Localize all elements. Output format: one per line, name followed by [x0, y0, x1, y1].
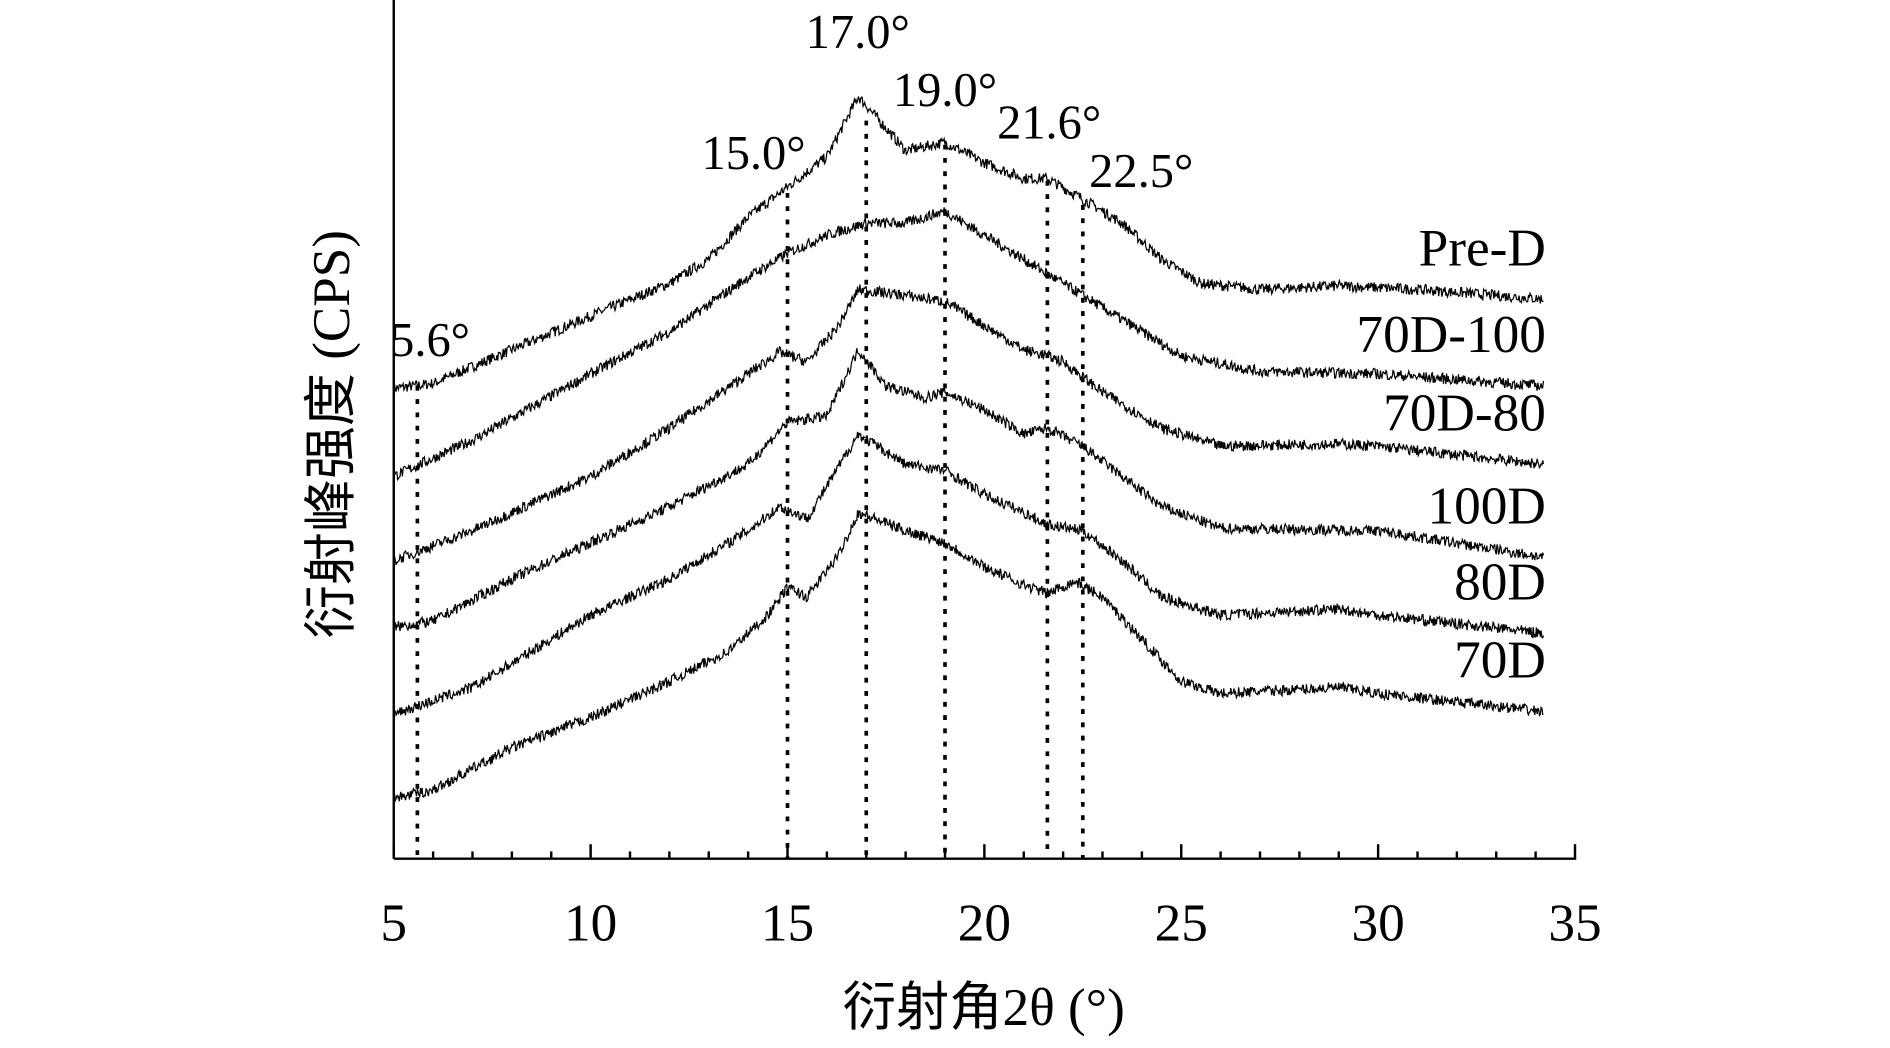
- curves: [393, 95, 1545, 802]
- series-label: 100D: [1427, 477, 1545, 536]
- x-tick-label: 5: [380, 894, 407, 953]
- x-tick-label: 10: [564, 894, 617, 953]
- peak-reference-lines: [415, 120, 1085, 859]
- x-axis-label: 衍射角2θ (°): [843, 978, 1125, 1037]
- series-label: 80D: [1454, 552, 1546, 611]
- series-label: Pre-D: [1419, 218, 1546, 277]
- peak-label: 5.6°: [390, 314, 470, 367]
- x-ticks: 5 10 15 20 25 30 35: [380, 844, 1602, 953]
- peak-label: 15.0°: [701, 127, 805, 180]
- series-line-70d: [393, 509, 1544, 802]
- peak-label: 22.5°: [1089, 145, 1193, 198]
- peak-label: 21.6°: [997, 97, 1101, 150]
- x-tick-label: 35: [1548, 894, 1601, 953]
- series-line-100d: [393, 348, 1545, 632]
- y-axis-label: 衍射峰强度 (CPS): [302, 230, 361, 638]
- series-line-70d-80: [393, 284, 1545, 566]
- series-label: 70D-80: [1383, 384, 1546, 443]
- x-tick-label: 25: [1155, 894, 1208, 953]
- x-tick-label: 30: [1351, 894, 1404, 953]
- series-label: 70D-100: [1356, 305, 1545, 364]
- series-line-80d: [393, 431, 1545, 717]
- series-label: 70D: [1454, 631, 1546, 690]
- labels: Pre-D 70D-100 70D-80 100D 80D 70D 5.6° 15.0° 17.…: [390, 6, 1546, 689]
- series-line-70d-100: [393, 207, 1545, 482]
- peak-label: 19.0°: [893, 64, 997, 117]
- series-line-pre-d: [393, 95, 1544, 394]
- x-tick-label: 20: [958, 894, 1011, 953]
- x-tick-label: 15: [761, 894, 814, 953]
- peak-label: 17.0°: [806, 6, 910, 59]
